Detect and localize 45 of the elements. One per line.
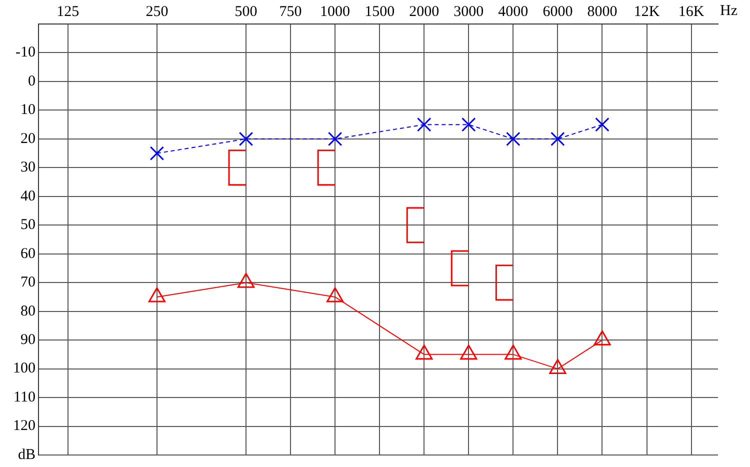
x-tick-label: 500 (234, 4, 258, 20)
y-tick-label: 10 (20, 102, 36, 118)
y-tick-label: 60 (20, 246, 36, 262)
point (150, 146, 164, 160)
point (504, 344, 522, 360)
point (549, 359, 566, 374)
point (506, 132, 520, 146)
x-tick-label: 4000 (498, 4, 528, 20)
y-tick-label: 20 (20, 130, 36, 147)
y-tick-label: 0 (28, 73, 36, 90)
x-tick-label: 250 (146, 4, 168, 20)
point (326, 287, 344, 302)
y-tick-label: 50 (20, 217, 36, 234)
x-tick-label: 16K (678, 4, 704, 20)
x-tick-label: 125 (56, 4, 80, 20)
x-tick-label: 750 (279, 4, 302, 20)
x-tick-label: 3000 (454, 4, 484, 20)
x-tick-label: 8000 (587, 4, 618, 20)
point (328, 132, 342, 146)
y-tick-label: dB (18, 446, 36, 463)
point (550, 132, 565, 146)
y-tick-label: 110 (14, 389, 36, 406)
x-tick-label: 1500 (364, 4, 395, 20)
point (238, 132, 254, 146)
x-tick-label: 1000 (320, 4, 350, 20)
y-tick-label: 80 (20, 303, 36, 320)
y-tick-label: 70 (20, 274, 36, 291)
y-tick-label: 100 (13, 360, 36, 377)
x-axis-title: Hz (720, 2, 738, 19)
y-tick-label: 40 (20, 188, 36, 204)
point (416, 344, 433, 360)
y-tick-label: 90 (20, 332, 36, 348)
y-tick-label: 120 (13, 418, 36, 434)
point (148, 287, 166, 302)
point (595, 117, 610, 132)
x-tick-label: 12K (634, 4, 660, 20)
point (237, 272, 255, 288)
x-tick-label: 2000 (409, 4, 440, 20)
y-tick-label: 30 (20, 160, 36, 176)
y-tick-label: -10 (16, 44, 36, 61)
point (594, 330, 611, 346)
x-tick-label: 6000 (542, 4, 573, 20)
point (462, 117, 476, 132)
point (460, 344, 478, 360)
point (417, 117, 432, 132)
